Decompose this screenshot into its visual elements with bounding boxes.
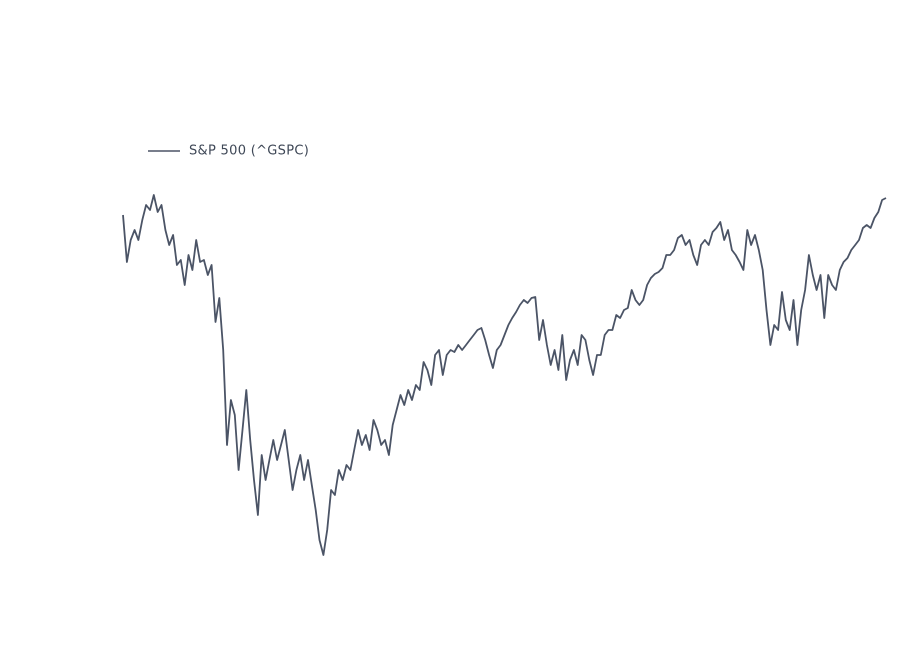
legend-label: S&P 500 (^GSPC) [189, 144, 309, 159]
legend: S&P 500 (^GSPC) [148, 144, 309, 159]
data-line [122, 194, 887, 556]
